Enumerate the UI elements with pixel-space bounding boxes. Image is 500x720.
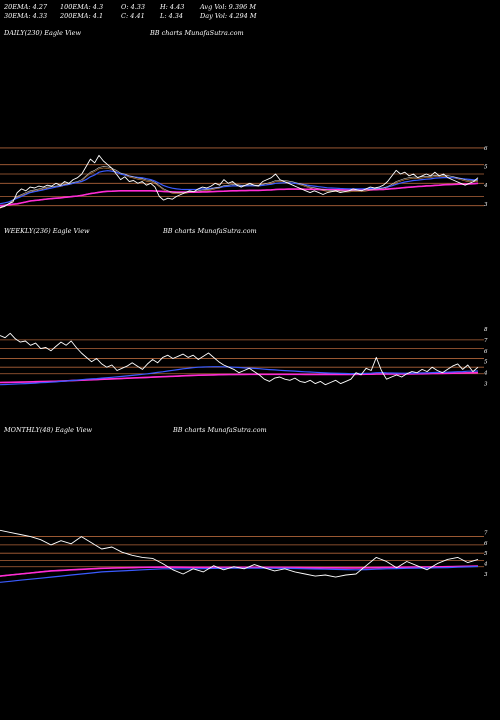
header-ema200: 200EMA: 4.1 — [60, 12, 104, 20]
monthly-price-line — [0, 529, 479, 578]
monthly-ytick-0: 7 — [484, 530, 488, 536]
monthly-ytick-4: 3 — [484, 572, 488, 578]
header-low: L: 4.34 — [160, 12, 184, 20]
monthly-panel-label: MONTHLY(48) Eagle View — [4, 426, 93, 434]
header-close: C: 4.41 — [121, 12, 145, 20]
daily-ytick-3: 3 — [484, 202, 488, 208]
daily-panel-label: DAILY(230) Eagle View — [4, 29, 82, 37]
weekly-ytick-0: 8 — [484, 327, 488, 333]
monthly-panel-source: BB charts MunafaSutra.com — [173, 426, 267, 434]
daily-panel-source: BB charts MunafaSutra.com — [150, 29, 244, 37]
weekly-ytick-2: 6 — [484, 349, 488, 355]
daily-ytick-2: 4 — [483, 183, 488, 189]
weekly-ytick-3: 5 — [484, 360, 488, 366]
header-dayvol: Day Vol: 4.294 M — [200, 12, 257, 20]
header-high: H: 4.43 — [160, 3, 185, 11]
daily-ema-fast-line — [0, 166, 479, 208]
header-ema30: 30EMA: 4.33 — [4, 12, 48, 20]
weekly-price-line — [0, 332, 479, 386]
daily-price-line — [0, 154, 479, 208]
weekly-ytick-5: 3 — [484, 382, 488, 388]
monthly-ytick-1: 6 — [484, 541, 488, 547]
weekly-ytick-4: 4 — [483, 371, 488, 377]
header-avgvol: Avg Vol: 9.396 M — [200, 3, 257, 11]
header-ema20: 20EMA: 4.27 — [4, 3, 48, 11]
weekly-panel-source: BB charts MunafaSutra.com — [163, 227, 257, 235]
weekly-panel-label: WEEKLY(236) Eagle View — [4, 227, 90, 235]
monthly-ema-mid-line — [0, 565, 479, 583]
weekly-ema-mid-line — [0, 366, 479, 386]
header-open: O: 4.33 — [121, 3, 146, 11]
daily-ytick-1: 5 — [484, 165, 488, 171]
daily-ema-slow-line — [0, 182, 479, 207]
daily-ytick-0: 6 — [484, 146, 488, 152]
header-ema100: 100EMA: 4.3 — [60, 3, 104, 11]
monthly-ytick-2: 5 — [484, 551, 488, 557]
weekly-ytick-1: 7 — [484, 338, 488, 344]
monthly-ytick-3: 4 — [483, 562, 488, 568]
